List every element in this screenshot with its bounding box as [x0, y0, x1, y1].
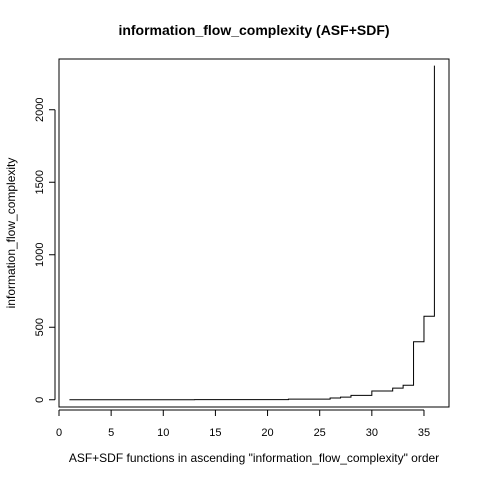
x-axis: 0 5 10 15 20 25 30 35: [56, 409, 430, 439]
x-tick-label: 30: [366, 427, 378, 439]
y-axis-label: information_flow_complexity: [4, 158, 18, 309]
x-tick-label: 0: [56, 427, 62, 439]
y-tick-label: 1000: [34, 243, 46, 267]
x-tick-label: 15: [209, 427, 221, 439]
plot-frame: [58, 58, 450, 408]
y-tick-label: 500: [34, 318, 46, 336]
y-tick-label: 2000: [34, 98, 46, 122]
x-tick-label: 25: [314, 427, 326, 439]
x-axis-label: ASF+SDF functions in ascending "informat…: [69, 451, 439, 465]
x-tick-label: 10: [157, 427, 169, 439]
series-line: [69, 65, 435, 401]
x-tick-label: 5: [108, 427, 114, 439]
x-tick-label: 20: [261, 427, 273, 439]
y-tick-label: 1500: [34, 170, 46, 194]
chart-title: information_flow_complexity (ASF+SDF): [118, 22, 389, 38]
y-tick-label: 0: [34, 397, 46, 403]
x-tick-label: 35: [418, 427, 430, 439]
y-axis: 0 500 1000 1500 2000: [34, 98, 56, 403]
